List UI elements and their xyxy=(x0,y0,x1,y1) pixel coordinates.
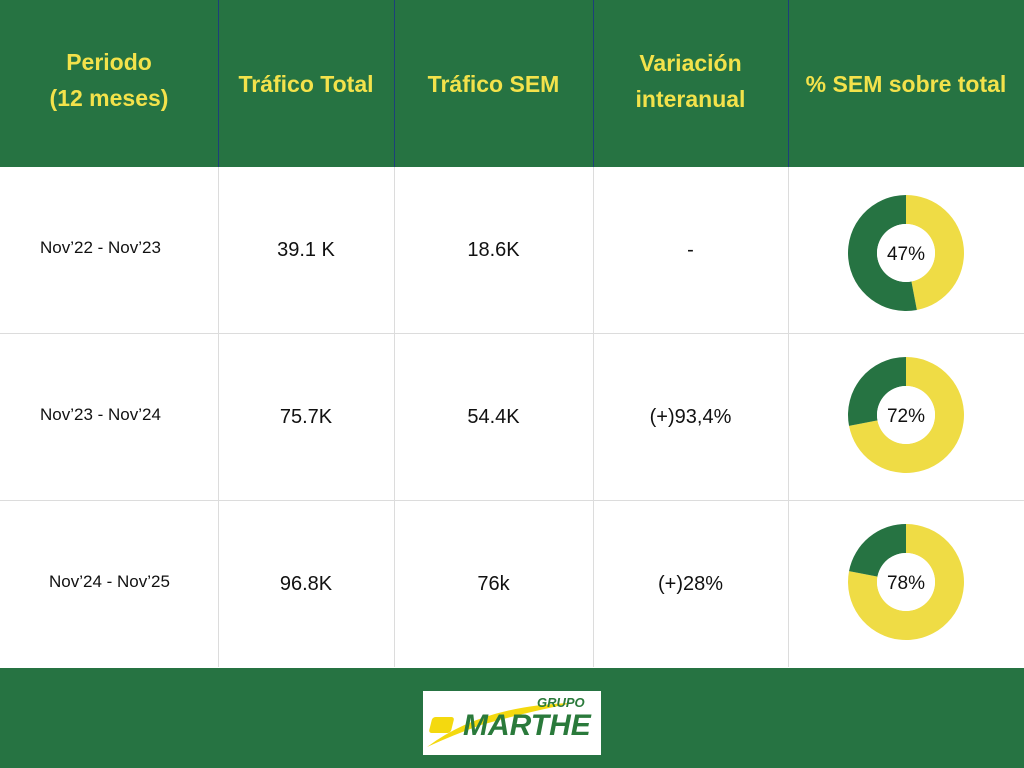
row-divider xyxy=(0,500,1024,501)
logo-block-shape xyxy=(429,717,454,733)
donut-hole xyxy=(877,553,935,611)
donut-slice-rest xyxy=(848,195,917,311)
column-divider xyxy=(788,167,789,667)
donut-hole xyxy=(877,224,935,282)
sem-cell: 54.4K xyxy=(467,405,520,428)
sem-share-donut: 72% xyxy=(848,357,964,473)
row-divider xyxy=(0,333,1024,334)
grupo-marthe-logo: GRUPO MARTHE xyxy=(423,691,601,755)
sem-share-donut: 78% xyxy=(848,524,964,640)
donut-slice-rest xyxy=(848,357,906,426)
donut-percent-label: 47% xyxy=(887,244,925,265)
total-cell: 75.7K xyxy=(279,405,333,428)
header-variacion-line1: Variación xyxy=(639,49,742,76)
donut-slice-sem xyxy=(848,524,964,640)
column-divider xyxy=(218,167,219,667)
period-cell: Nov’24 - Nov’25 xyxy=(49,572,170,591)
header-divider xyxy=(394,0,395,167)
total-cell: 39.1 K xyxy=(277,238,335,261)
period-cell: Nov’23 - Nov’24 xyxy=(40,405,161,424)
donut-slice-sem xyxy=(849,357,964,473)
logo-top-text: GRUPO xyxy=(537,695,585,710)
header-periodo-line2: (12 meses) xyxy=(49,84,169,111)
logo-graphic: GRUPO MARTHE xyxy=(427,695,592,747)
total-cell: 96.8K xyxy=(279,572,333,595)
column-divider xyxy=(593,167,594,667)
header-sem-share-label: % SEM sobre total xyxy=(805,70,1007,97)
header-variacion-line2: interanual xyxy=(635,85,746,112)
variation-cell: (+)93,4% xyxy=(649,405,732,428)
header-variacion: Variación interanual xyxy=(593,0,788,167)
sem-cell: 76k xyxy=(477,572,510,595)
donut-percent-label: 72% xyxy=(887,406,925,427)
header-trafico-total: Tráfico Total xyxy=(218,0,394,167)
period-cell: Nov’22 - Nov’23 xyxy=(40,238,161,257)
header-periodo: Periodo (12 meses) xyxy=(0,0,218,167)
logo-main-text: MARTHE xyxy=(463,709,592,742)
header-divider xyxy=(788,0,789,167)
donut-slice-rest xyxy=(849,524,906,577)
header-sem-share: % SEM sobre total xyxy=(788,0,1024,167)
table-header: Periodo (12 meses) Tráfico Total Tráfico… xyxy=(0,0,1024,167)
header-periodo-line1: Periodo xyxy=(66,48,152,75)
header-trafico-sem: Tráfico SEM xyxy=(394,0,593,167)
donut-percent-label: 78% xyxy=(887,573,925,594)
variation-cell: (+)28% xyxy=(657,572,724,595)
column-divider xyxy=(394,167,395,667)
header-trafico-total-label: Tráfico Total xyxy=(238,70,374,97)
sem-cell: 18.6K xyxy=(467,238,520,261)
donut-hole xyxy=(877,386,935,444)
donut-slice-sem xyxy=(906,195,965,310)
header-divider xyxy=(593,0,594,167)
variation-cell: - xyxy=(687,238,694,261)
sem-share-donut: 47% xyxy=(848,195,965,311)
header-trafico-sem-label: Tráfico SEM xyxy=(427,70,560,97)
header-divider xyxy=(218,0,219,167)
